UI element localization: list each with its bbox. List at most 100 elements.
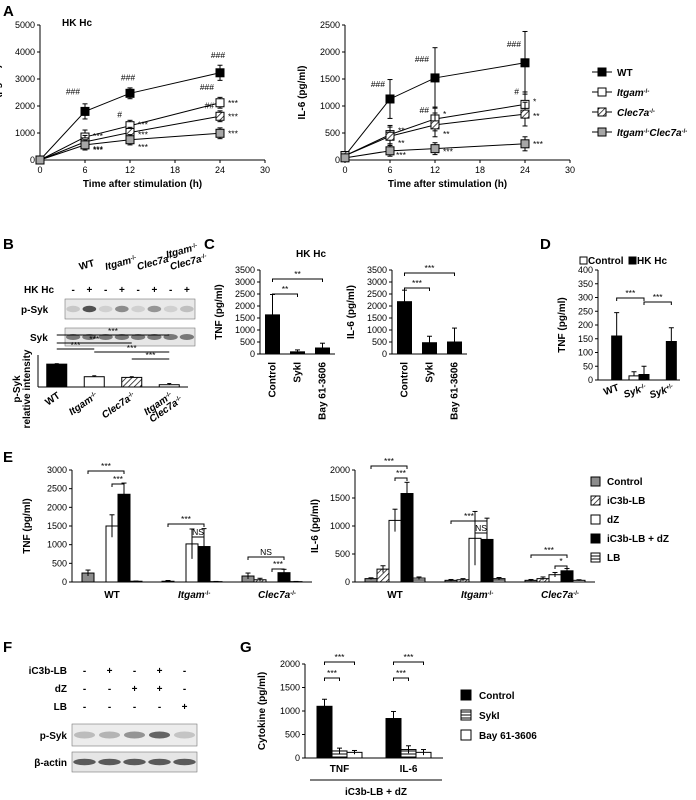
x-tick-label: 24 bbox=[215, 165, 225, 175]
significance-label: * bbox=[443, 109, 447, 119]
significance-bracket bbox=[394, 477, 408, 481]
series-line bbox=[39, 132, 221, 161]
treatment-sign: - bbox=[183, 684, 186, 695]
category-label: Itgam-/- bbox=[178, 590, 210, 601]
legend-swatch bbox=[590, 514, 601, 525]
y-tick-label: 3000 bbox=[367, 277, 387, 287]
legend-label: Itgam-/-Clec7a-/- bbox=[617, 128, 687, 139]
legend-swatch bbox=[460, 709, 472, 721]
x-tick-label: 0 bbox=[342, 165, 347, 175]
legend-label: Clec7a-/- bbox=[617, 108, 655, 119]
data-point bbox=[520, 58, 530, 68]
label-part: -/- bbox=[639, 383, 646, 391]
category-label: Syk+/- bbox=[648, 382, 675, 401]
data-point bbox=[520, 139, 530, 149]
series-line bbox=[39, 115, 221, 161]
label-part: Clec7a bbox=[649, 128, 682, 139]
y-tick-label: 1500 bbox=[367, 313, 387, 323]
bar bbox=[117, 493, 131, 583]
bar bbox=[628, 375, 640, 381]
panel-c-tnf-chart: 0 500 1000 1500 2000 2500 3000 3500 TNF (pg/ml) C… bbox=[214, 265, 335, 420]
y-tick-label: 500 bbox=[285, 730, 300, 740]
data-point bbox=[125, 135, 135, 145]
series-line bbox=[344, 103, 526, 157]
y-tick-label: 350 bbox=[578, 279, 593, 289]
significance-label: *** bbox=[443, 147, 454, 157]
significance-label: ### bbox=[415, 54, 429, 64]
y-tick-label: 150 bbox=[578, 334, 593, 344]
y-axis-label: TNF (pg/ml) bbox=[0, 65, 3, 121]
treatment-sign: - bbox=[133, 702, 136, 713]
significance-label: ## bbox=[205, 100, 215, 110]
label-part: -/- bbox=[682, 129, 688, 135]
significance-label: ## bbox=[420, 105, 430, 115]
y-tick-label: 300 bbox=[578, 293, 593, 303]
significance-label: *** bbox=[273, 559, 284, 569]
y-tick-label: 0 bbox=[62, 577, 67, 587]
treatment-sign: - bbox=[83, 666, 86, 677]
treatment-sign: + bbox=[132, 684, 138, 695]
legend-label: Control bbox=[588, 256, 624, 267]
category-label: SykI bbox=[425, 362, 436, 383]
data-point bbox=[215, 128, 225, 138]
blot-band bbox=[180, 305, 194, 313]
legend-swatch bbox=[590, 533, 601, 544]
significance-bracket bbox=[191, 536, 205, 540]
blot-column-label: Itgam-/- bbox=[104, 254, 138, 273]
label-part: Clec7a bbox=[136, 254, 170, 273]
treatment-sign: + bbox=[182, 702, 188, 713]
significance-label: ### bbox=[507, 39, 521, 49]
label-part: WT bbox=[602, 382, 620, 398]
x-tick-label: 24 bbox=[520, 165, 530, 175]
series-line bbox=[39, 102, 221, 161]
blot-band bbox=[131, 305, 145, 313]
data-point bbox=[430, 144, 440, 154]
significance-label: *** bbox=[335, 652, 346, 662]
category-label: Bay 61-3606 bbox=[450, 362, 461, 420]
significance-label: *** bbox=[89, 334, 100, 344]
x-tick-label: 6 bbox=[387, 165, 392, 175]
significance-bracket bbox=[616, 297, 645, 301]
bar bbox=[665, 341, 677, 381]
category-label: WT bbox=[43, 390, 62, 408]
x-axis-label: Time after stimulation (h) bbox=[388, 179, 507, 190]
significance-label: *** bbox=[396, 150, 407, 160]
legend-label: WT bbox=[617, 68, 633, 79]
category-label: Bay 61-3606 bbox=[318, 362, 329, 420]
y-axis-label: TNF (pg/ml) bbox=[214, 284, 225, 340]
footer-label: iC3b-LB + dZ bbox=[345, 787, 407, 798]
label-part: -/- bbox=[127, 391, 135, 399]
significance-label: NS bbox=[192, 527, 204, 537]
y-tick-label: 0 bbox=[345, 577, 350, 587]
significance-label: # bbox=[514, 86, 519, 96]
significance-bracket bbox=[111, 483, 125, 487]
significance-label: * bbox=[559, 556, 563, 566]
legend-label: Control bbox=[479, 691, 515, 702]
y-tick-label: 500 bbox=[240, 337, 255, 347]
treatment-row-label: LB bbox=[54, 702, 67, 713]
category-label: Clec7a-/- bbox=[258, 590, 296, 601]
bar bbox=[158, 384, 180, 388]
label-part: -/- bbox=[165, 391, 173, 399]
blot-band bbox=[173, 758, 196, 766]
blot-band bbox=[99, 731, 120, 739]
y-axis-label: TNF (pg/ml) bbox=[557, 297, 568, 353]
legend-label: LB bbox=[607, 553, 620, 564]
blot-band bbox=[74, 731, 95, 739]
significance-bracket bbox=[404, 272, 455, 276]
label-part: -/- bbox=[175, 395, 183, 403]
significance-bracket bbox=[474, 532, 488, 536]
x-tick-label: 0 bbox=[37, 165, 42, 175]
legend-marker bbox=[597, 87, 607, 97]
y-tick-label: 1000 bbox=[15, 128, 35, 138]
significance-label: *** bbox=[138, 142, 149, 152]
significance-label: ### bbox=[211, 50, 225, 60]
y-tick-label: 3500 bbox=[367, 265, 387, 275]
significance-bracket bbox=[87, 470, 125, 474]
label-part: -/- bbox=[644, 129, 650, 135]
y-axis-label: relative intensity bbox=[22, 349, 33, 428]
significance-label: *** bbox=[464, 511, 475, 521]
blot-row-label: β-actin bbox=[34, 758, 67, 769]
significance-label: *** bbox=[138, 129, 149, 139]
treatment-sign: - bbox=[104, 285, 107, 296]
